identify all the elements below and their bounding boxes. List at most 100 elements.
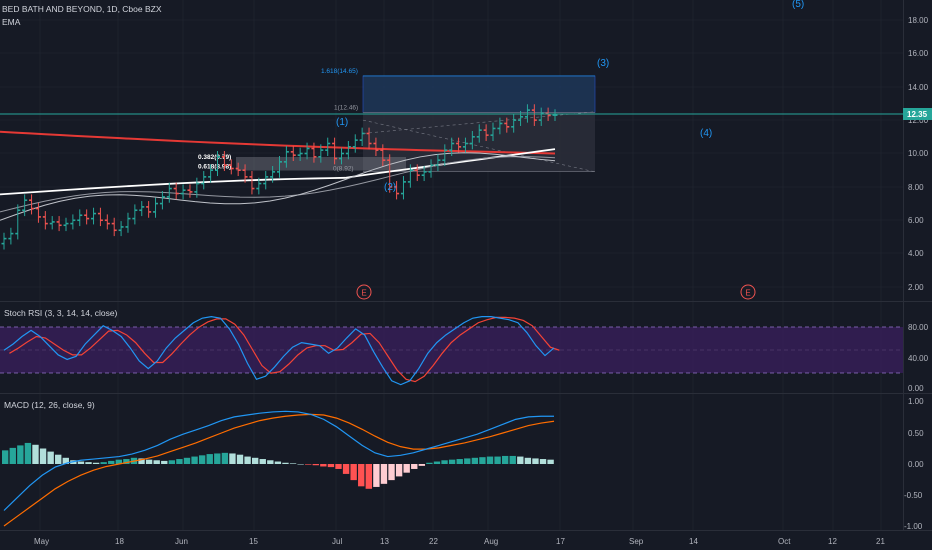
- macd-histogram-bar: [494, 456, 501, 464]
- price-axis[interactable]: 18.00 16.00 14.00 12.00 10.00 8.00 6.00 …: [903, 16, 932, 292]
- last-price-label: 12.35: [907, 110, 928, 119]
- macd-histogram-bar: [2, 450, 9, 464]
- macd-histogram-bar: [274, 461, 282, 464]
- macd-histogram-bar: [517, 456, 524, 464]
- macd-tick: 0.00: [908, 460, 924, 469]
- price-tick: 16.00: [908, 49, 929, 58]
- macd-histogram-bar: [327, 464, 335, 468]
- macd-histogram-bar: [221, 452, 229, 464]
- macd-histogram-bar: [358, 464, 365, 487]
- macd-histogram-bar: [524, 457, 532, 464]
- macd-histogram-bar: [138, 458, 145, 464]
- macd-histogram-bar: [77, 461, 85, 464]
- macd-histogram-bar: [123, 459, 130, 464]
- stoch-rsi-d-line: [9, 316, 560, 383]
- macd-histogram-bar: [509, 455, 516, 464]
- macd-histogram-bar: [55, 454, 62, 464]
- time-tick: 14: [689, 537, 698, 546]
- stoch-rsi-title[interactable]: Stoch RSI (3, 3, 14, 14, close): [4, 308, 118, 318]
- earnings-marker-label: E: [745, 289, 750, 298]
- price-tick: 10.00: [908, 149, 929, 158]
- macd-histogram-bar: [501, 455, 509, 464]
- macd-histogram-bar: [433, 461, 441, 464]
- earnings-marker[interactable]: E: [740, 284, 756, 300]
- elliott-wave-1-label: (1): [336, 117, 348, 128]
- macd-histogram-bar: [47, 451, 54, 464]
- macd-histogram-bar: [161, 460, 168, 464]
- fib-level-label: 1(12.46): [334, 104, 358, 111]
- time-tick: Sep: [629, 537, 644, 546]
- macd-histogram-bar: [229, 453, 236, 464]
- ema-red-line: [0, 130, 556, 155]
- price-tick: 4.00: [908, 249, 924, 258]
- macd-histogram-bar: [305, 464, 312, 465]
- macd-histogram-bar: [312, 464, 319, 466]
- stoch-rsi-axis[interactable]: 80.00 40.00 0.00: [908, 323, 929, 393]
- stoch-rsi-pane[interactable]: Stoch RSI (3, 3, 14, 14, close): [0, 308, 903, 386]
- fib-level-label: 0.618(8.98): [198, 164, 231, 171]
- price-tick: 8.00: [908, 183, 924, 192]
- macd-histogram-bar: [365, 464, 372, 489]
- macd-tick: 0.50: [908, 429, 924, 438]
- time-tick: Oct: [778, 537, 791, 546]
- elliott-wave-3-label: (3): [597, 58, 609, 69]
- time-axis[interactable]: May 18 Jun 15 Jul 13 22 Aug 17 Sep 14 Oc…: [34, 537, 885, 546]
- price-tick: 12.00: [908, 116, 929, 125]
- ema-indicator-label[interactable]: EMA: [2, 17, 21, 27]
- macd-histogram: [2, 442, 554, 489]
- rsi-tick: 0.00: [908, 384, 924, 393]
- time-tick: 22: [429, 537, 438, 546]
- macd-histogram-bar: [335, 464, 342, 469]
- macd-histogram-bar: [448, 459, 456, 464]
- earnings-marker-label: E: [361, 289, 366, 298]
- ema-lines: [0, 130, 556, 221]
- time-tick: 13: [380, 537, 389, 546]
- macd-pane[interactable]: MACD (12, 26, close, 9): [2, 400, 555, 527]
- macd-histogram-bar: [100, 462, 107, 464]
- macd-tick: -0.50: [904, 491, 923, 500]
- macd-tick: 1.00: [908, 397, 924, 406]
- macd-histogram-bar: [539, 459, 547, 464]
- macd-histogram-bar: [395, 464, 403, 477]
- time-tick: 15: [249, 537, 258, 546]
- macd-histogram-bar: [297, 464, 304, 465]
- time-tick: Jun: [175, 537, 188, 546]
- time-tick: 18: [115, 537, 124, 546]
- fib-golden-zone: [236, 157, 406, 171]
- price-pane[interactable]: 1.618(14.65) 1(12.46) 0.382(9.79) 0.618(8.9…: [0, 0, 903, 300]
- macd-title[interactable]: MACD (12, 26, close, 9): [4, 400, 95, 410]
- macd-histogram-bar: [532, 458, 539, 464]
- macd-histogram-bar: [342, 464, 350, 474]
- symbol-title[interactable]: BED BATH AND BEYOND, 1D, Cboe BZX: [2, 4, 162, 14]
- macd-histogram-bar: [214, 453, 221, 464]
- fibonacci-extension[interactable]: 1.618(14.65) 1(12.46) 0.382(9.79) 0.618(8.9…: [198, 68, 596, 173]
- macd-histogram-bar: [206, 454, 213, 464]
- macd-histogram-bar: [244, 456, 251, 464]
- time-tick: 21: [876, 537, 885, 546]
- elliott-wave-5-label: (5): [792, 0, 804, 10]
- macd-histogram-bar: [198, 455, 206, 464]
- rsi-tick: 40.00: [908, 354, 929, 363]
- fib-level-label: 0(8.92): [333, 166, 354, 173]
- stoch-rsi-k-line: [3, 316, 555, 386]
- earnings-marker[interactable]: E: [356, 284, 372, 300]
- macd-histogram-bar: [267, 460, 274, 464]
- macd-histogram-bar: [289, 463, 297, 464]
- macd-histogram-bar: [115, 459, 123, 464]
- macd-histogram-bar: [380, 464, 388, 484]
- ema-gray-line: [0, 156, 556, 213]
- macd-histogram-bar: [183, 457, 191, 464]
- macd-histogram-bar: [464, 458, 471, 464]
- rsi-tick: 80.00: [908, 323, 929, 332]
- candles[interactable]: [1, 104, 558, 250]
- macd-histogram-bar: [108, 460, 115, 464]
- macd-histogram-bar: [479, 457, 486, 464]
- macd-axis[interactable]: 1.00 0.50 0.00 -0.50 -1.00: [904, 397, 924, 531]
- macd-histogram-bar: [441, 460, 448, 464]
- ema-white-line: [0, 148, 556, 196]
- macd-histogram-bar: [388, 464, 395, 481]
- macd-histogram-bar: [153, 460, 160, 464]
- macd-tick: -1.00: [904, 522, 923, 531]
- macd-histogram-bar: [486, 456, 494, 464]
